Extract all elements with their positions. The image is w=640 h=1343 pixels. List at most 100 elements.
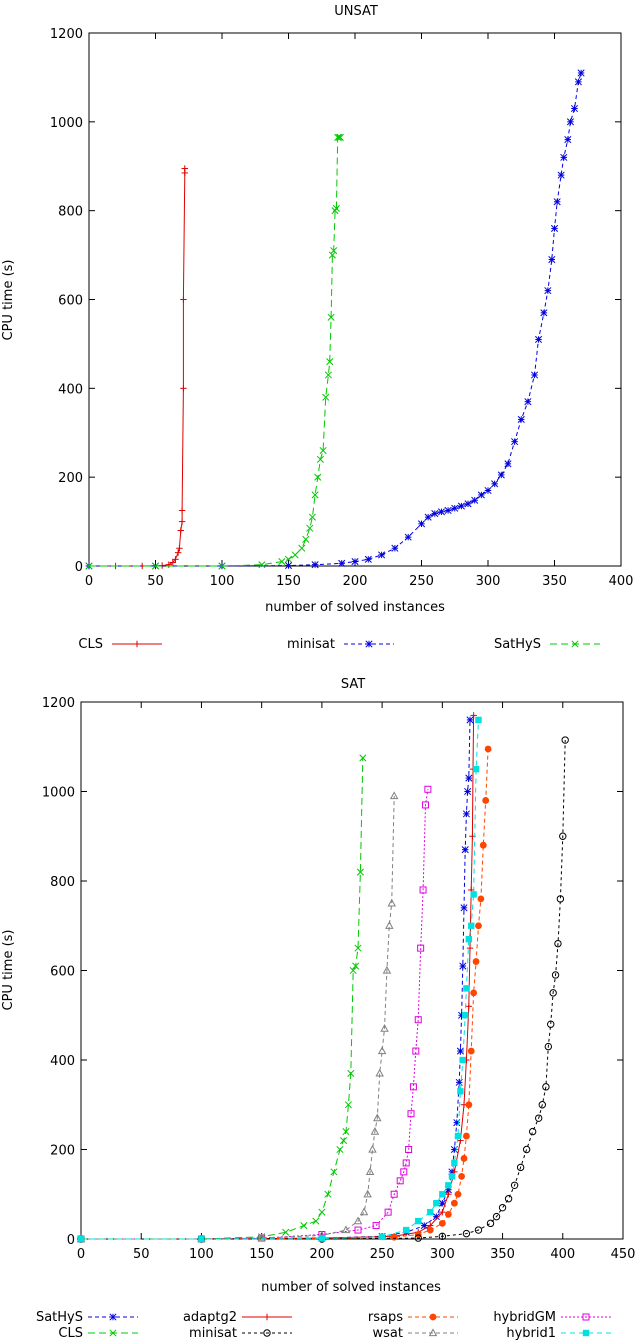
unsat-legend-label-minisat: minisat [287,637,335,652]
sat-y-ticks: 0 200 400 600 800 1000 1200 [42,696,623,1248]
sat-x-tick-label: 300 [430,1247,455,1262]
sat-point-hybridgm [400,1168,408,1176]
sat-point-cls [330,1168,338,1176]
sat-point-wsat [370,1126,380,1135]
unsat-y-axis-label: CPU time (s) [1,260,16,341]
sat-point-hybrid1 [463,985,470,992]
sat-plot-frame [80,701,624,1240]
sat-point-hybridgm [384,1208,392,1216]
sat-point-rsaps [460,1155,468,1162]
sat-point-sathys [466,716,474,724]
sat-point-wsat [257,1233,266,1242]
sat-point-hybrid1 [462,1012,469,1019]
sat-point-hybrid1 [378,1233,386,1240]
unsat-point-sathys [302,535,310,543]
sat-point-rsaps [454,1190,462,1198]
sat-point-hybridgm [414,1016,422,1024]
sat-point-wsat [385,921,394,929]
sat-point-sathys [456,1047,464,1055]
sat-legend-swatch-wsat [408,1328,458,1337]
unsat-point-sathys [306,524,314,532]
unsat-point-minisat [431,510,439,518]
unsat-point-minisat [560,153,568,161]
sat-line-rsaps [81,748,489,1240]
sat-title: SAT [341,677,365,692]
sat-point-hybridgm [409,1083,417,1091]
sat-point-hybridgm [390,1190,398,1198]
sat-point-rsaps [482,797,490,804]
unsat-point-sathys [314,473,322,481]
sat-point-minisat [554,939,562,948]
unsat-point-minisat [404,533,412,541]
unsat-point-minisat [284,562,293,570]
sat-point-sathys [465,774,473,782]
sat-point-hybridgm [354,1226,362,1234]
unsat-series-sathys [85,133,344,570]
sat-point-wsat [353,1216,363,1225]
sat-point-hybrid1 [448,1173,456,1180]
sat-point-minisat [504,1195,513,1203]
unsat-point-minisat [471,496,479,504]
sat-x-ticks: 0 50 100 150 200 250 300 350 400 450 [77,702,635,1262]
unsat-line-sathys [89,136,341,567]
sat-point-minisat [556,895,565,903]
sat-point-wsat [389,791,399,800]
sat-x-tick-label: 200 [309,1247,334,1262]
unsat-point-sathys [308,513,316,521]
unsat-point-minisat [451,504,459,512]
sat-point-hybridgm [424,785,432,793]
sat-point-hybrid1 [415,1217,422,1225]
unsat-legend-marker [365,640,373,648]
sat-point-rsaps [475,922,482,930]
unsat-point-minisat [444,506,452,515]
unsat-point-minisat [574,78,582,86]
sat-point-hybrid1 [457,1088,464,1095]
unsat-point-minisat [566,118,575,126]
sat-point-hybridgm [405,1146,413,1153]
sat-point-cls [344,1101,352,1109]
unsat-point-minisat [378,551,386,559]
unsat-point-sathys [330,247,338,255]
sat-point-minisat [544,1042,553,1051]
unsat-point-minisat [530,371,539,379]
unsat-y-tick-label: 600 [58,294,83,309]
unsat-y-tick-label: 1200 [50,27,83,42]
sat-point-hybrid1 [472,765,480,773]
sat-point-wsat [375,1068,384,1077]
sat-x-tick-label: 400 [550,1247,575,1262]
unsat-y-tick-label: 800 [58,205,83,220]
sat-x-tick-label: 100 [189,1247,214,1262]
unsat-legend-swatch-cls [112,640,162,648]
sat-series-hybrid1 [77,716,482,1243]
sat-legend-marker [582,1313,590,1321]
sat-point-cls [336,1145,344,1154]
sat-point-wsat [380,1024,389,1032]
unsat-legend-label-cls: CLS [78,637,103,652]
sat-point-cls [359,754,367,762]
sat-legend-swatch-hybridgm [561,1313,611,1321]
sat-point-wsat [341,1225,351,1234]
sat-y-tick-label: 0 [67,1233,75,1248]
sat-point-wsat [377,1046,387,1055]
sat-point-sathys [461,846,469,854]
sat-series-adaptg2 [77,712,477,1243]
sat-point-wsat [365,1167,375,1175]
unsat-point-sathys [331,207,339,215]
unsat-point-sathys [85,562,93,570]
unsat-point-cls [181,165,188,172]
sat-series-sathys [77,716,474,1243]
unsat-x-tick-label: 300 [476,574,501,589]
unsat-point-cls [176,545,183,552]
unsat-point-sathys [334,133,342,141]
sat-legend-marker [263,1329,271,1337]
sat-point-cls [282,1228,290,1236]
sat-point-rsaps [465,1101,473,1109]
unsat-point-minisat [534,335,543,344]
unsat-point-sathys [336,133,344,141]
unsat-point-sathys [278,558,286,566]
sat-y-tick-label: 1200 [42,696,75,711]
sat-point-cls [340,1136,348,1145]
unsat-legend: CLS minisat SatHyS [78,637,600,652]
unsat-point-minisat [484,486,492,495]
